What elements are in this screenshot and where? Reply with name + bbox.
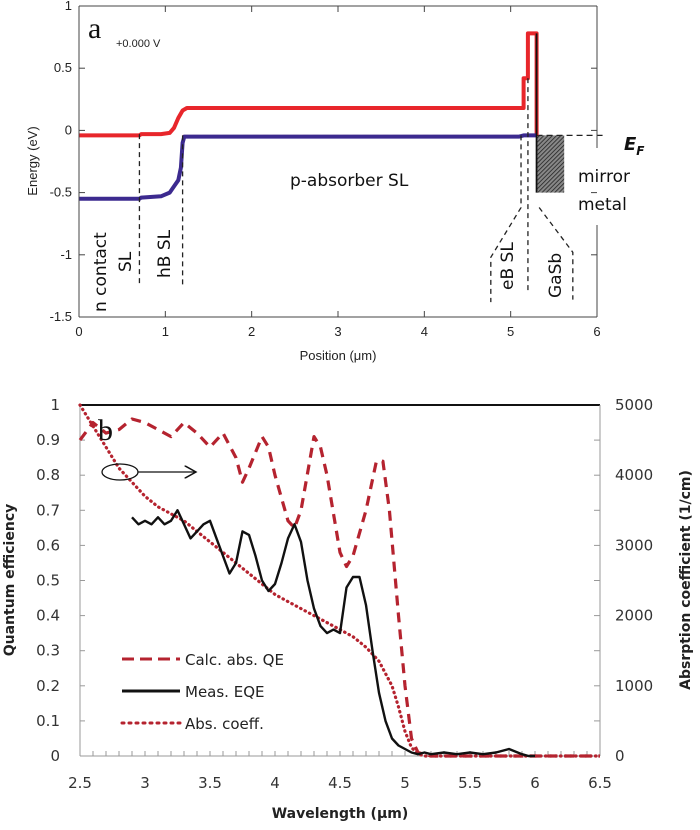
- b-x-tick-label: 3.5: [198, 774, 222, 792]
- a-x-axis-label: Position (μm): [300, 348, 377, 363]
- region-label-eb-sl: eB SL: [498, 242, 518, 290]
- b-x-tick-label: 6: [530, 774, 540, 792]
- b-y-tick-label: 0.8: [36, 466, 60, 484]
- meas-eqe-line: [131, 509, 535, 758]
- b-x-tick-label: 6.5: [588, 774, 612, 792]
- bias-annotation: +0.000 V: [116, 38, 161, 50]
- a-x-tick-label: 4: [421, 324, 428, 339]
- b-y-tick-label: 0.1: [36, 712, 60, 730]
- b-y2-axis-label: Absrption coefficient (1/cm): [678, 470, 694, 690]
- region-label-gasb: GaSb: [546, 253, 566, 298]
- b-y2-tick-label: 3000: [615, 536, 653, 554]
- legend: Calc. abs. QE Meas. EQE Abs. coeff.: [120, 651, 284, 733]
- valence-band-line: [79, 133, 537, 201]
- b-x-axis-label: Wavelength (μm): [272, 806, 409, 822]
- b-y2-tick-label: 5000: [615, 396, 653, 414]
- mirror-metal-block: [537, 135, 565, 193]
- a-y-tick-label: 1: [65, 0, 72, 13]
- b-y-tick-label: 0.2: [36, 677, 60, 695]
- panel-label-b: b: [98, 414, 113, 447]
- b-x-tick-label: 3: [140, 774, 150, 792]
- b-y-tick-label: 1: [50, 396, 60, 414]
- legend-label-calc-qe: Calc. abs. QE: [185, 651, 284, 669]
- b-y-tick-label: 0: [50, 747, 60, 765]
- a-x-tick-label: 1: [162, 324, 169, 339]
- panel-label-a: a: [88, 12, 101, 45]
- b-y-tick-label: 0.9: [36, 431, 60, 449]
- region-label-metal: metal: [578, 195, 627, 215]
- panel-a-band-diagram: 0 1 2 3 4 5 6 1 0.5 0 -0.5 -1 -1.5 a +0.000 V Positi…: [25, 0, 645, 363]
- a-x-tick-label: 0: [75, 324, 82, 339]
- b-y-tick-label: 0.7: [36, 501, 60, 519]
- b-y2-tick-label: 0: [615, 747, 625, 765]
- legend-label-abs-coeff: Abs. coeff.: [185, 715, 264, 733]
- a-x-tick-label: 5: [507, 324, 514, 339]
- a-x-tick-label: 6: [593, 324, 600, 339]
- b-y-tick-label: 0.6: [36, 536, 60, 554]
- abs-coeff-line: [78, 403, 602, 758]
- b-y2-tick-label: 4000: [615, 466, 653, 484]
- a-y-axis-label: Energy (eV): [25, 126, 40, 195]
- series-marker-ellipse: [101, 463, 139, 481]
- b-y-tick-label: 0.4: [36, 607, 60, 625]
- boundary-eb-left: [490, 135, 522, 303]
- conduction-band-line: [79, 31, 539, 138]
- fermi-label-e: E: [624, 134, 637, 155]
- region-label-hb-sl: hB SL: [155, 229, 175, 278]
- region-label-p-absorber: p-absorber SL: [290, 171, 409, 191]
- b-x-tick-label: 4.5: [328, 774, 352, 792]
- a-x-tick-label: 3: [334, 324, 341, 339]
- a-y-tick-label: -1: [60, 247, 72, 262]
- b-y-axis-label: Quantum efficiency: [2, 504, 18, 657]
- region-label-mirror: mirror: [578, 167, 630, 187]
- a-y-tick-label: 0.5: [54, 60, 72, 75]
- b-y-tick-label: 0.3: [36, 642, 60, 660]
- region-label-n-contact-sl: SL: [116, 251, 136, 272]
- boundary-gasb-right: [538, 207, 574, 300]
- b-y2-tick-label: 2000: [615, 607, 653, 625]
- calc-abs-qe-line: [78, 417, 600, 758]
- b-y2-tick-label: 1000: [615, 677, 653, 695]
- region-label-n-contact: n contact: [91, 232, 111, 312]
- b-x-tick-label: 2.5: [68, 774, 92, 792]
- b-x-tick-label: 5.5: [458, 774, 482, 792]
- fermi-label-sub: F: [636, 144, 645, 158]
- b-x-tick-label: 5: [400, 774, 410, 792]
- b-y-tick-label: 0.5: [36, 572, 60, 590]
- panel-b-quantum-efficiency: 2.5 3 3.5 4 4.5 5 5.5 6 6.500.10.20.30.40.50.60.…: [2, 396, 694, 822]
- legend-label-meas-eqe: Meas. EQE: [185, 683, 264, 701]
- a-y-tick-label: 0: [65, 122, 72, 137]
- fermi-level-label: EF: [624, 134, 645, 158]
- a-y-tick-label: -1.5: [50, 309, 72, 324]
- a-y-tick-label: -0.5: [50, 185, 72, 200]
- a-x-tick-label: 2: [248, 324, 255, 339]
- b-x-tick-label: 4: [270, 774, 280, 792]
